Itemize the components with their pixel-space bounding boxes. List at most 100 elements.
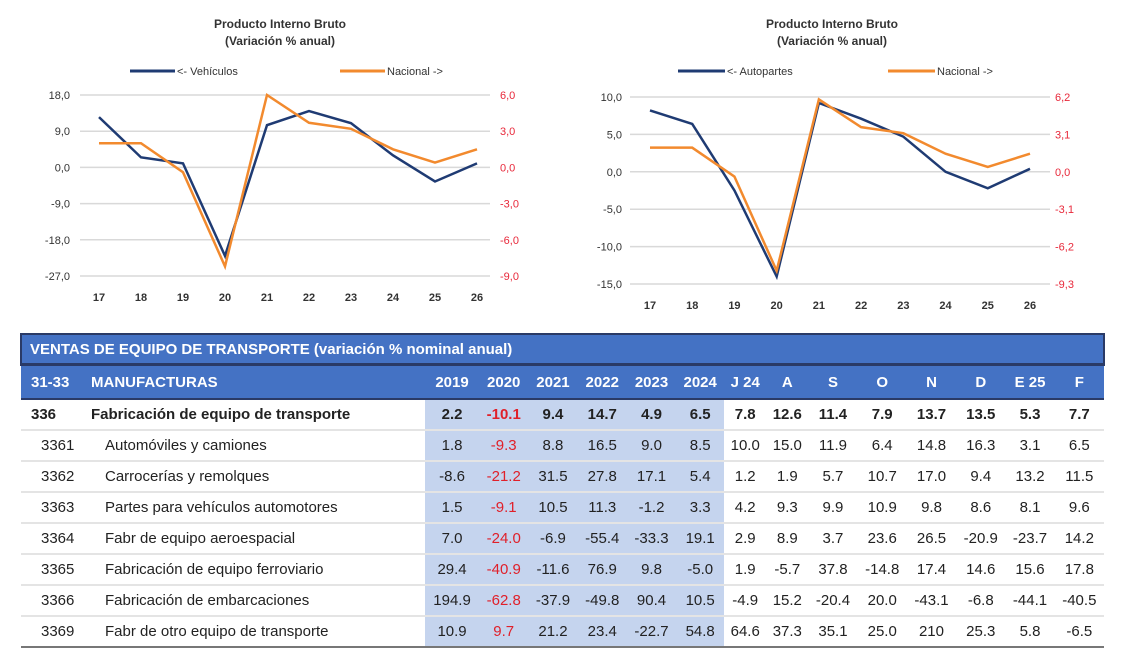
table-header-row: 31-33 MANUFACTURAS 2019 2020 2021 2022 2023 2… xyxy=(21,364,1104,400)
y-left-tick-label: 0,0 xyxy=(55,162,70,174)
row-value: 17.0 xyxy=(906,461,957,493)
header-col: A xyxy=(766,364,809,400)
y-left-tick-label: 18,0 xyxy=(49,90,70,102)
row-value: -5.7 xyxy=(766,554,809,586)
y-right-tick-label: 0,0 xyxy=(1055,167,1070,179)
y-left-tick-label: -9,0 xyxy=(51,199,70,211)
row-value: -40.5 xyxy=(1054,585,1104,617)
row-value: 54.8 xyxy=(676,616,725,648)
chart-subtitle: (Variación % anual) xyxy=(777,34,887,48)
header-col: N xyxy=(906,364,957,400)
x-tick-label: 17 xyxy=(644,300,656,312)
row-value: -9.3 xyxy=(479,430,529,462)
row-value: 11.9 xyxy=(808,430,858,462)
header-col: J 24 xyxy=(724,364,767,400)
row-value: 13.2 xyxy=(1005,461,1055,493)
table-row: 3363 Partes para vehículos automotores 1.5… xyxy=(21,492,1104,524)
row-code: 3364 xyxy=(21,523,91,555)
row-value: -21.2 xyxy=(479,461,529,493)
row-value: -40.9 xyxy=(479,554,529,586)
chart-pib-vehiculos: Producto Interno Bruto (Variación % anual… xyxy=(45,17,519,304)
row-value: 31.5 xyxy=(528,461,578,493)
table-row: 3366 Fabricación de embarcaciones 194.9 -62… xyxy=(21,585,1104,617)
series-line-nacional xyxy=(650,97,1031,275)
x-tick-label: 26 xyxy=(1024,300,1036,312)
row-value: 6.5 xyxy=(676,399,725,431)
chart-title: Producto Interno Bruto xyxy=(214,17,346,31)
row-value: 4.2 xyxy=(724,492,767,524)
row-value: -33.3 xyxy=(626,523,677,555)
row-value: -1.2 xyxy=(626,492,677,524)
y-left-tick-label: -15,0 xyxy=(597,279,622,291)
row-value: 16.5 xyxy=(577,430,627,462)
row-value: -11.6 xyxy=(528,554,578,586)
row-value: 27.8 xyxy=(577,461,627,493)
row-value: 25.0 xyxy=(857,616,907,648)
row-value: 3.3 xyxy=(676,492,725,524)
header-col: 2023 xyxy=(626,364,677,400)
y-right-tick-label: -3,1 xyxy=(1055,204,1074,216)
row-value: 1.8 xyxy=(425,430,480,462)
row-value: 5.7 xyxy=(808,461,858,493)
row-value: 37.8 xyxy=(808,554,858,586)
y-right-tick-label: -3,0 xyxy=(500,199,519,211)
row-name: Carrocerías y remolques xyxy=(91,461,425,493)
row-value: 20.0 xyxy=(857,585,907,617)
row-value: -49.8 xyxy=(577,585,627,617)
row-value: 9.4 xyxy=(528,399,578,431)
row-value: 13.5 xyxy=(956,399,1006,431)
x-tick-label: 18 xyxy=(135,292,147,304)
row-value: 35.1 xyxy=(808,616,858,648)
series-line-left xyxy=(649,101,1031,281)
row-value: -20.4 xyxy=(808,585,858,617)
row-value: -22.7 xyxy=(626,616,677,648)
table-row: 3362 Carrocerías y remolques -8.6 -21.2 31.5… xyxy=(21,461,1104,493)
row-value: -9.1 xyxy=(479,492,529,524)
row-value: 9.6 xyxy=(1054,492,1104,524)
row-value: 25.3 xyxy=(956,616,1006,648)
row-value: 9.9 xyxy=(808,492,858,524)
row-value: 8.9 xyxy=(766,523,809,555)
row-value: 14.6 xyxy=(956,554,1006,586)
chart-title: Producto Interno Bruto xyxy=(766,17,898,31)
x-tick-label: 22 xyxy=(855,300,867,312)
row-value: 23.4 xyxy=(577,616,627,648)
row-value: 194.9 xyxy=(425,585,480,617)
x-tick-label: 25 xyxy=(982,300,994,312)
row-value: 37.3 xyxy=(766,616,809,648)
x-tick-label: 26 xyxy=(471,292,483,304)
y-left-tick-label: 9,0 xyxy=(55,126,70,138)
row-value: 2.2 xyxy=(425,399,480,431)
row-value: 8.5 xyxy=(676,430,725,462)
row-value: 10.7 xyxy=(857,461,907,493)
header-col: 2022 xyxy=(577,364,627,400)
row-value: -6.5 xyxy=(1054,616,1104,648)
row-value: 8.8 xyxy=(528,430,578,462)
table-row: 336 Fabricación de equipo de transporte 2.… xyxy=(21,399,1104,431)
x-tick-label: 21 xyxy=(261,292,273,304)
row-code: 3369 xyxy=(21,616,91,648)
y-left-tick-label: -5,0 xyxy=(603,204,622,216)
row-value: -6.8 xyxy=(956,585,1006,617)
row-value: 14.7 xyxy=(577,399,627,431)
row-value: 6.4 xyxy=(857,430,907,462)
row-value: 14.2 xyxy=(1054,523,1104,555)
row-value: -14.8 xyxy=(857,554,907,586)
row-value: -20.9 xyxy=(956,523,1006,555)
row-code: 3365 xyxy=(21,554,91,586)
row-name: Fabricación de embarcaciones xyxy=(91,585,425,617)
row-value: 5.8 xyxy=(1005,616,1055,648)
header-col: S xyxy=(808,364,858,400)
y-right-tick-label: -6,0 xyxy=(500,235,519,247)
row-value: 3.1 xyxy=(1005,430,1055,462)
row-value: -23.7 xyxy=(1005,523,1055,555)
row-value: 10.0 xyxy=(724,430,767,462)
header-col: F xyxy=(1054,364,1104,400)
x-tick-label: 23 xyxy=(345,292,357,304)
row-name: Fabricación de equipo de transporte xyxy=(91,399,425,431)
y-left-tick-label: -27,0 xyxy=(45,271,70,283)
x-tick-label: 20 xyxy=(771,300,783,312)
row-name: Fabr de equipo aeroespacial xyxy=(91,523,425,555)
legend-label: <- Vehículos xyxy=(177,66,238,78)
header-col: 2019 xyxy=(425,364,480,400)
